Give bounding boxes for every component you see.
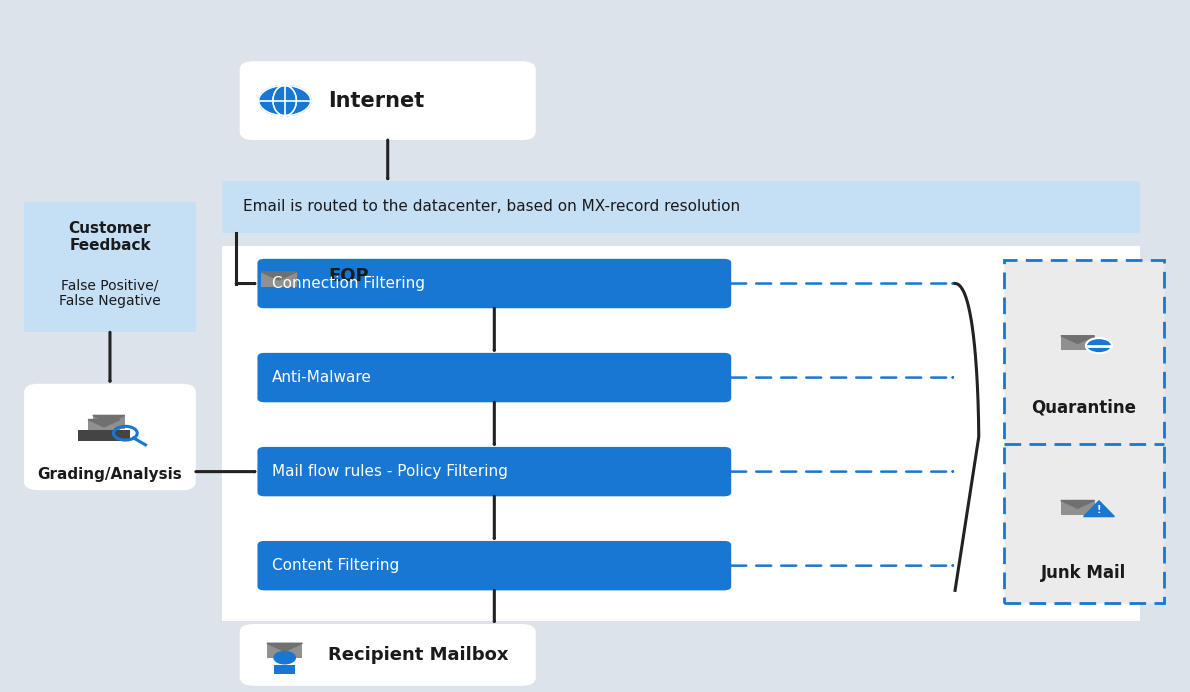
FancyBboxPatch shape bbox=[239, 61, 536, 140]
Bar bbox=[267, 644, 302, 658]
FancyBboxPatch shape bbox=[257, 447, 731, 496]
Bar bbox=[221, 181, 1140, 233]
Circle shape bbox=[274, 651, 295, 664]
Text: Internet: Internet bbox=[328, 91, 425, 111]
Polygon shape bbox=[1084, 501, 1114, 517]
Text: Quarantine: Quarantine bbox=[1031, 399, 1136, 417]
Polygon shape bbox=[1060, 500, 1095, 508]
Bar bbox=[1060, 500, 1095, 515]
Bar bbox=[274, 664, 295, 674]
Text: Content Filtering: Content Filtering bbox=[271, 558, 399, 573]
Text: Grading/Analysis: Grading/Analysis bbox=[38, 466, 182, 482]
Text: Customer
Feedback: Customer Feedback bbox=[69, 221, 151, 253]
Polygon shape bbox=[93, 415, 125, 423]
Text: Recipient Mailbox: Recipient Mailbox bbox=[328, 646, 509, 664]
Text: Junk Mail: Junk Mail bbox=[1041, 563, 1126, 581]
Text: False Positive/
False Negative: False Positive/ False Negative bbox=[60, 278, 161, 308]
Polygon shape bbox=[261, 272, 296, 280]
Bar bbox=[88, 419, 120, 433]
FancyBboxPatch shape bbox=[257, 259, 731, 308]
Polygon shape bbox=[1060, 336, 1095, 343]
Text: Anti-Malware: Anti-Malware bbox=[271, 370, 371, 385]
Text: EOP: EOP bbox=[328, 267, 369, 285]
Bar bbox=[79, 430, 130, 441]
Polygon shape bbox=[267, 644, 302, 651]
Bar bbox=[1060, 336, 1095, 350]
Polygon shape bbox=[88, 419, 120, 427]
Text: Connection Filtering: Connection Filtering bbox=[271, 276, 425, 291]
Bar bbox=[93, 415, 125, 429]
FancyBboxPatch shape bbox=[24, 384, 196, 490]
Bar bbox=[1003, 260, 1164, 603]
Text: !: ! bbox=[1097, 504, 1101, 515]
FancyBboxPatch shape bbox=[257, 541, 731, 590]
Text: Email is routed to the datacenter, based on MX-record resolution: Email is routed to the datacenter, based… bbox=[243, 199, 740, 215]
Bar bbox=[24, 202, 196, 332]
Text: Mail flow rules - Policy Filtering: Mail flow rules - Policy Filtering bbox=[271, 464, 507, 479]
FancyBboxPatch shape bbox=[257, 353, 731, 402]
Bar bbox=[270, 295, 287, 303]
Circle shape bbox=[1086, 338, 1111, 353]
Bar bbox=[261, 272, 296, 287]
Bar bbox=[221, 246, 1140, 621]
Circle shape bbox=[258, 86, 311, 116]
FancyBboxPatch shape bbox=[239, 624, 536, 686]
